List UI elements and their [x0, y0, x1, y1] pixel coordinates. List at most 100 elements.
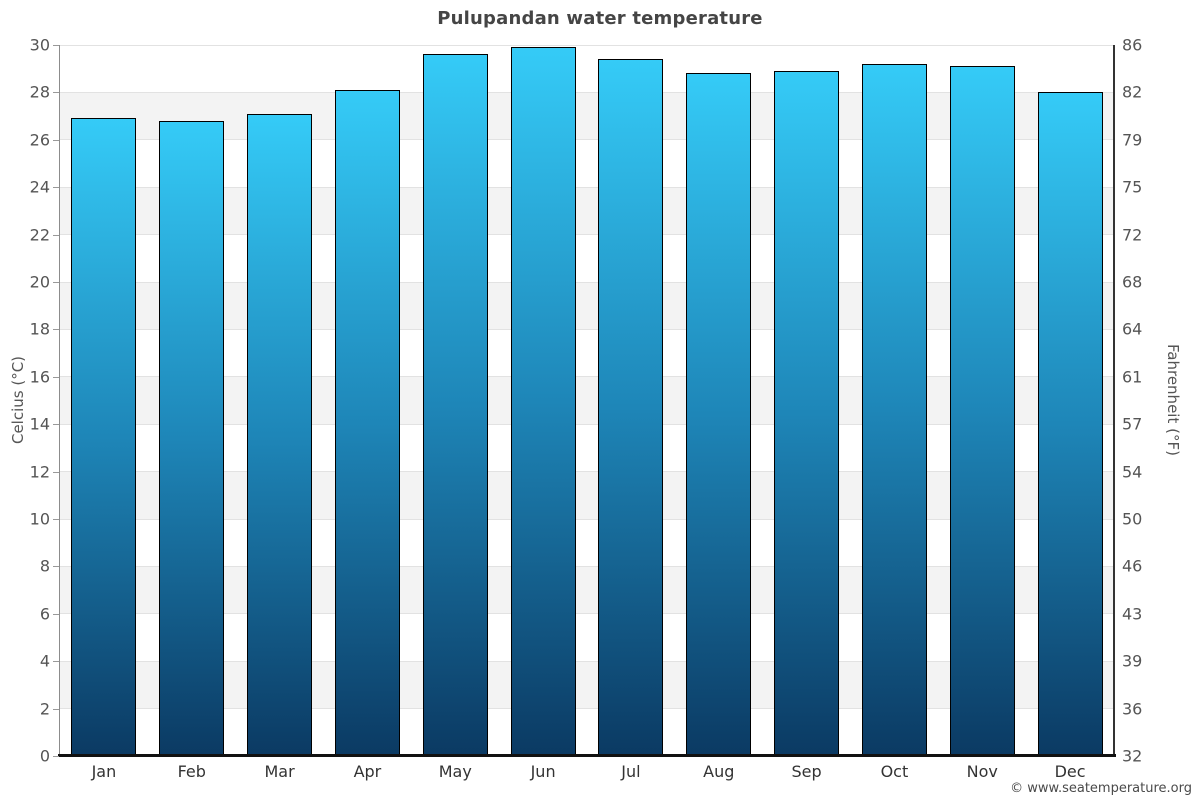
month-label-apr: Apr [353, 762, 382, 781]
month-label-jun: Jun [530, 762, 556, 781]
month-label-oct: Oct [880, 762, 909, 781]
celsius-tick-mark [53, 376, 59, 378]
celsius-tick-label: 2 [39, 699, 50, 719]
fahrenheit-tick-label: 36 [1122, 699, 1143, 719]
plot-band [60, 613, 1114, 662]
plot-band [60, 661, 1114, 709]
gridline [60, 376, 1114, 378]
bar-nov [949, 66, 1015, 756]
celsius-tick-label: 0 [39, 746, 50, 766]
month-label-sep: Sep [791, 762, 822, 781]
fahrenheit-tick-label: 72 [1122, 225, 1143, 245]
gridline [60, 44, 1114, 46]
celsius-tick-mark [53, 139, 59, 141]
plot-band [60, 45, 1114, 93]
copyright-link[interactable]: © www.seatemperature.org [1010, 781, 1192, 796]
plot-band [60, 708, 1114, 756]
plot-band [60, 424, 1114, 472]
month-label-may: May [438, 762, 472, 781]
celsius-tick-mark [53, 566, 59, 568]
fahrenheit-tick-label: 68 [1122, 272, 1143, 292]
celsius-tick-mark [53, 756, 59, 757]
celsius-tick-mark [53, 471, 59, 473]
celsius-tick-label: 30 [29, 35, 50, 55]
gridline [60, 281, 1114, 283]
celsius-tick-mark [53, 708, 59, 710]
celsius-tick-mark [53, 329, 59, 331]
celsius-tick-mark [53, 92, 59, 94]
fahrenheit-tick-label: 75 [1122, 177, 1143, 197]
bar-aug [686, 73, 752, 756]
gridline [60, 518, 1114, 520]
celsius-tick-label: 20 [29, 272, 50, 292]
month-label-dec: Dec [1054, 762, 1086, 781]
celsius-tick-label: 4 [39, 651, 50, 671]
celsius-tick-mark [53, 45, 59, 46]
plot-band [60, 376, 1114, 425]
fahrenheit-axis-title: Fahrenheit (°F) [1164, 344, 1182, 456]
fahrenheit-tick-label: 46 [1122, 556, 1143, 576]
fahrenheit-tick-label: 32 [1122, 746, 1143, 766]
month-label-jul: Jul [621, 762, 641, 781]
fahrenheit-tick-label: 61 [1122, 367, 1143, 387]
gridline [60, 328, 1114, 330]
bar-mar [247, 113, 313, 756]
plot-band [60, 471, 1114, 519]
x-axis-baseline [58, 754, 1116, 757]
bar-sep [774, 71, 840, 756]
celsius-tick-mark [53, 424, 59, 426]
bar-apr [334, 90, 400, 756]
gridline [60, 565, 1114, 567]
fahrenheit-tick-label: 39 [1122, 651, 1143, 671]
celsius-tick-label: 8 [39, 556, 50, 576]
celsius-tick-label: 6 [39, 604, 50, 624]
month-label-mar: Mar [264, 762, 295, 781]
month-label-jan: Jan [91, 762, 117, 781]
fahrenheit-tick-label: 54 [1122, 462, 1143, 482]
celsius-tick-mark [53, 613, 59, 615]
celsius-tick-mark [53, 282, 59, 283]
celsius-tick-mark [53, 234, 59, 236]
chart-title: Pulupandan water temperature [437, 8, 763, 29]
celsius-tick-mark [53, 519, 59, 520]
fahrenheit-tick-label: 79 [1122, 130, 1143, 150]
plot-band [60, 566, 1114, 614]
bar-oct [861, 63, 927, 756]
bar-jan [71, 118, 137, 756]
fahrenheit-tick-label: 64 [1122, 319, 1143, 339]
month-label-feb: Feb [177, 762, 206, 781]
celsius-tick-label: 10 [29, 509, 50, 529]
celsius-tick-label: 18 [29, 319, 50, 339]
celsius-tick-label: 22 [29, 225, 50, 245]
celsius-tick-label: 16 [29, 367, 50, 387]
bar-jul [598, 59, 664, 756]
month-label-nov: Nov [966, 762, 998, 781]
celsius-tick-label: 12 [29, 462, 50, 482]
bar-may [422, 54, 488, 756]
fahrenheit-tick-label: 82 [1122, 82, 1143, 102]
right-axis-line [1113, 45, 1115, 756]
bar-feb [159, 120, 225, 756]
plot-band [60, 92, 1114, 140]
plot-band [60, 234, 1114, 282]
gridline [60, 471, 1114, 473]
gridline [60, 139, 1114, 141]
fahrenheit-tick-label: 43 [1122, 604, 1143, 624]
plot-area [60, 44, 1114, 757]
celsius-tick-mark [53, 187, 59, 189]
gridline [60, 660, 1114, 662]
gridline [60, 234, 1114, 236]
celsius-tick-label: 24 [29, 177, 50, 197]
gridline [60, 423, 1114, 425]
celsius-tick-label: 26 [29, 130, 50, 150]
celsius-tick-label: 28 [29, 82, 50, 102]
fahrenheit-tick-label: 86 [1122, 35, 1143, 55]
gridline [60, 708, 1114, 710]
bar-jun [510, 47, 576, 756]
gridline [60, 613, 1114, 615]
plot-band [60, 519, 1114, 567]
celsius-tick-label: 14 [29, 414, 50, 434]
plot-band [60, 139, 1114, 188]
plot-band [60, 282, 1114, 330]
